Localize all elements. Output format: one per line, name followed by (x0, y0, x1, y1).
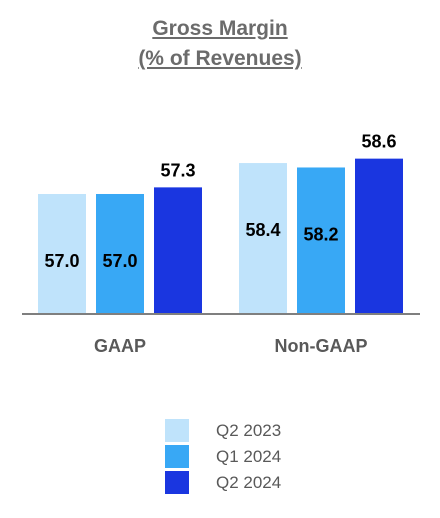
legend-item-1: Q1 2024 (165, 444, 281, 469)
legend-label-0: Q2 2023 (216, 420, 282, 440)
data-label-gaap-2: 57.3 (160, 160, 195, 180)
bar-non-gaap-1 (297, 167, 345, 314)
bar-non-gaap-2 (355, 158, 403, 314)
legend-item-0: Q2 2023 (165, 418, 281, 443)
data-label-non-gaap-1: 58.2 (303, 224, 338, 244)
legend-swatch-0 (165, 419, 189, 442)
legend-swatch-1 (165, 445, 189, 468)
bar-gaap-0 (38, 193, 86, 314)
chart-title: Gross Margin (152, 17, 288, 40)
chart-subtitle: (% of Revenues) (138, 47, 302, 70)
bar-chart: 57.0 57.0 57.3 GAAP 58.4 58.2 58.6 Non-GAAP (22, 132, 420, 356)
bar-non-gaap-0 (239, 163, 287, 314)
legend-item-2: Q2 2024 (165, 470, 281, 495)
data-label-non-gaap-0: 58.4 (245, 220, 280, 240)
legend-label-1: Q1 2024 (216, 446, 282, 466)
legend-label-2: Q2 2024 (216, 472, 282, 492)
data-label-gaap-0: 57.0 (44, 251, 79, 271)
category-label-1: Non-GAAP (275, 336, 368, 356)
bar-gaap-1 (96, 193, 144, 314)
bar-gaap-2 (154, 187, 202, 314)
data-label-gaap-1: 57.0 (102, 251, 137, 271)
legend-swatch-2 (165, 471, 189, 494)
category-label-0: GAAP (94, 336, 146, 356)
chart-legend: Q2 2023 Q1 2024 Q2 2024 (165, 418, 281, 496)
data-label-non-gaap-2: 58.6 (361, 132, 396, 152)
